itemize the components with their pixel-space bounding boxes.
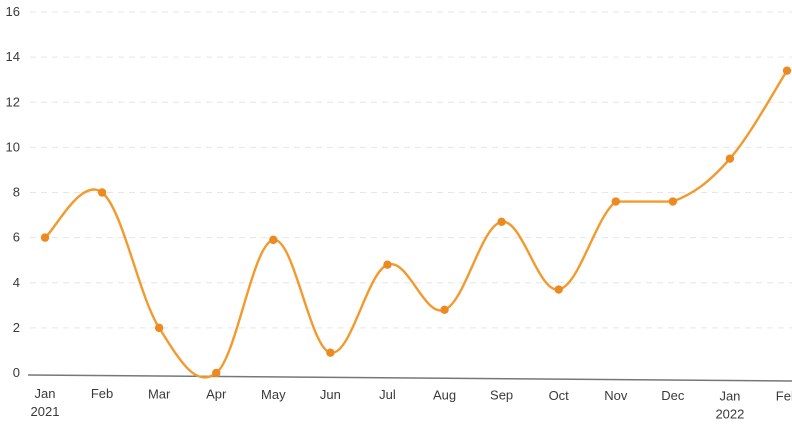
x-tick-label: Dec <box>661 388 685 403</box>
x-tick-label: Jan 2022 <box>715 388 744 421</box>
series-markers <box>40 66 792 378</box>
data-point-9 <box>554 285 563 294</box>
x-tick-label: Feb <box>776 389 792 404</box>
x-tick-label: Jun <box>320 387 341 402</box>
x-tick-label: Apr <box>206 387 227 402</box>
data-point-5 <box>326 348 335 357</box>
x-tick-label: Mar <box>148 386 171 401</box>
y-tick-label: 6 <box>13 230 20 245</box>
x-tick-label: Oct <box>549 388 570 403</box>
y-tick-label: 14 <box>6 49 20 64</box>
y-axis-tick-labels: 0 2 4 6 8 10 12 14 16 <box>6 4 20 380</box>
data-point-8 <box>497 217 506 227</box>
data-point-4 <box>269 235 278 245</box>
y-tick-label: 0 <box>13 365 20 380</box>
data-point-7 <box>440 305 449 315</box>
y-tick-label: 4 <box>13 275 20 290</box>
series-line <box>43 69 789 379</box>
x-tick-label: Sep <box>490 388 513 403</box>
data-point-2 <box>154 323 164 333</box>
x-tick-label: Aug <box>433 387 456 402</box>
data-point-11 <box>668 197 678 206</box>
y-tick-label: 12 <box>6 94 20 109</box>
y-tick-label: 8 <box>13 185 20 200</box>
data-point-12 <box>725 154 735 163</box>
x-tick-label: May <box>261 387 286 402</box>
data-point-0 <box>40 233 50 242</box>
data-point-10 <box>611 197 620 206</box>
x-axis-line <box>27 374 792 382</box>
y-tick-label: 16 <box>6 4 20 19</box>
x-tick-label: Nov <box>604 388 628 403</box>
y-tick-label: 10 <box>6 139 20 154</box>
data-point-3 <box>212 368 221 378</box>
x-tick-label: Feb <box>91 386 113 401</box>
x-tick-label: Jul <box>379 387 396 402</box>
data-point-13 <box>782 66 792 75</box>
x-axis-tick-labels: Jan 2021 Feb Mar Apr May Jun Jul Aug Sep Oct Nov Dec… <box>31 386 792 421</box>
y-tick-label: 2 <box>13 320 20 335</box>
x-tick-label: Jan 2021 <box>31 386 60 419</box>
data-point-6 <box>383 260 392 269</box>
data-point-1 <box>97 188 107 197</box>
